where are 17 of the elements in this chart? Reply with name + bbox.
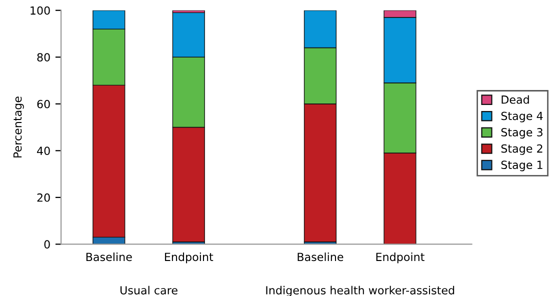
x-tick-label: Endpoint (376, 252, 424, 264)
x-tick-label: Baseline (298, 252, 344, 262)
legend-label: Stage 4 (501, 112, 543, 122)
legend-label: Stage 1 (501, 160, 542, 172)
y-tick-label: 60 (37, 100, 50, 108)
legend-label: Dead (502, 95, 529, 104)
y-tick-label: 40 (37, 146, 50, 156)
legend-label: Stage 2 (501, 144, 542, 155)
y-tick-label: 100 (30, 6, 50, 15)
y-tick-label: 80 (37, 53, 50, 62)
x-tick-label: Endpoint (165, 252, 214, 264)
legend-label: Stage 3 (501, 128, 542, 139)
text: Usual care (120, 286, 178, 294)
y-tick-label: 20 (37, 193, 50, 202)
x-tick-label: Baseline (86, 252, 132, 262)
y-axis-title: Percentage (13, 96, 24, 158)
y-tick-label: 0 (44, 240, 50, 249)
